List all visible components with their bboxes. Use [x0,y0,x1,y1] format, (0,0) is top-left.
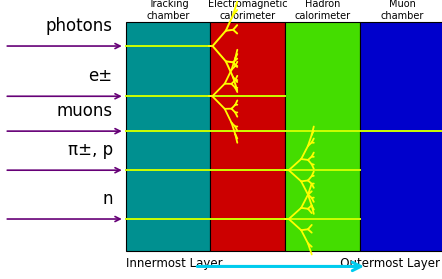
Text: n: n [102,190,113,208]
Bar [126,22,210,251]
Text: Muon
chamber: Muon chamber [381,0,424,21]
Text: ...Outermost Layer: ...Outermost Layer [329,257,440,270]
Text: π±, p: π±, p [68,141,113,159]
Bar [285,22,360,251]
Text: Tracking
chamber: Tracking chamber [146,0,190,21]
Bar [360,22,442,251]
Text: photons: photons [46,17,113,35]
Text: muons: muons [57,102,113,120]
Text: e±: e± [88,67,113,85]
Text: Innermost Layer...: Innermost Layer... [126,257,233,270]
Text: Electromagnetic
calorimeter: Electromagnetic calorimeter [208,0,287,21]
Bar [210,22,285,251]
Text: Hadron
calorimeter: Hadron calorimeter [295,0,351,21]
